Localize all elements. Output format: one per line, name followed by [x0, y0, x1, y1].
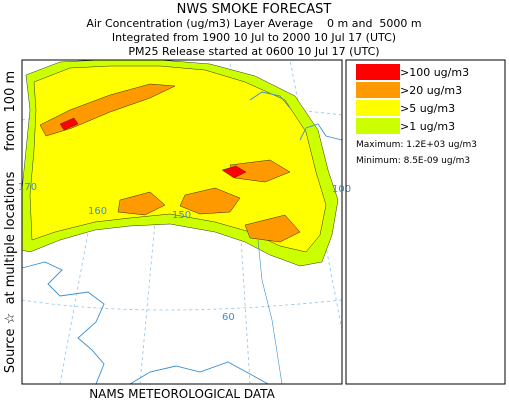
legend-label: >1 ug/m3 [400, 120, 455, 133]
map-label: 170 [18, 182, 37, 193]
map-frame [21, 59, 343, 385]
legend-maximum: Maximum: 1.2E+03 ug/m3 [356, 140, 477, 150]
legend-minimum: Minimum: 8.5E-09 ug/m3 [356, 156, 470, 166]
legend-swatch [356, 100, 400, 116]
coastline [21, 91, 343, 385]
legend-swatch [356, 64, 400, 80]
legend-swatch [356, 82, 400, 98]
legend: >100 ug/m3 >20 ug/m3 >5 ug/m3 >1 ug/m3 Maxim… [356, 64, 477, 166]
subtitle: Integrated from 1900 10 Jul to 2000 10 J… [112, 31, 396, 44]
subtitle: Air Concentration (ug/m3) Layer Average … [86, 17, 421, 30]
map: 170 160 150 60 100 [18, 59, 351, 385]
map-label: 160 [88, 206, 107, 217]
map-label: 100 [332, 184, 351, 195]
legend-label: >100 ug/m3 [400, 66, 469, 79]
title: NWS SMOKE FORECAST [177, 2, 332, 17]
subtitle: PM25 Release started at 0600 10 Jul 17 (… [128, 45, 379, 58]
footer: NAMS METEOROLOGICAL DATA [89, 387, 275, 401]
side-label: Source ☆ at multiple locations from 100 … [3, 71, 18, 373]
legend-frame [345, 59, 506, 385]
map-label: 150 [172, 210, 191, 221]
map-label: 60 [222, 312, 235, 323]
legend-swatch [356, 118, 400, 134]
legend-label: >20 ug/m3 [400, 84, 462, 97]
smoke-plume [21, 59, 339, 267]
legend-label: >5 ug/m3 [400, 102, 455, 115]
